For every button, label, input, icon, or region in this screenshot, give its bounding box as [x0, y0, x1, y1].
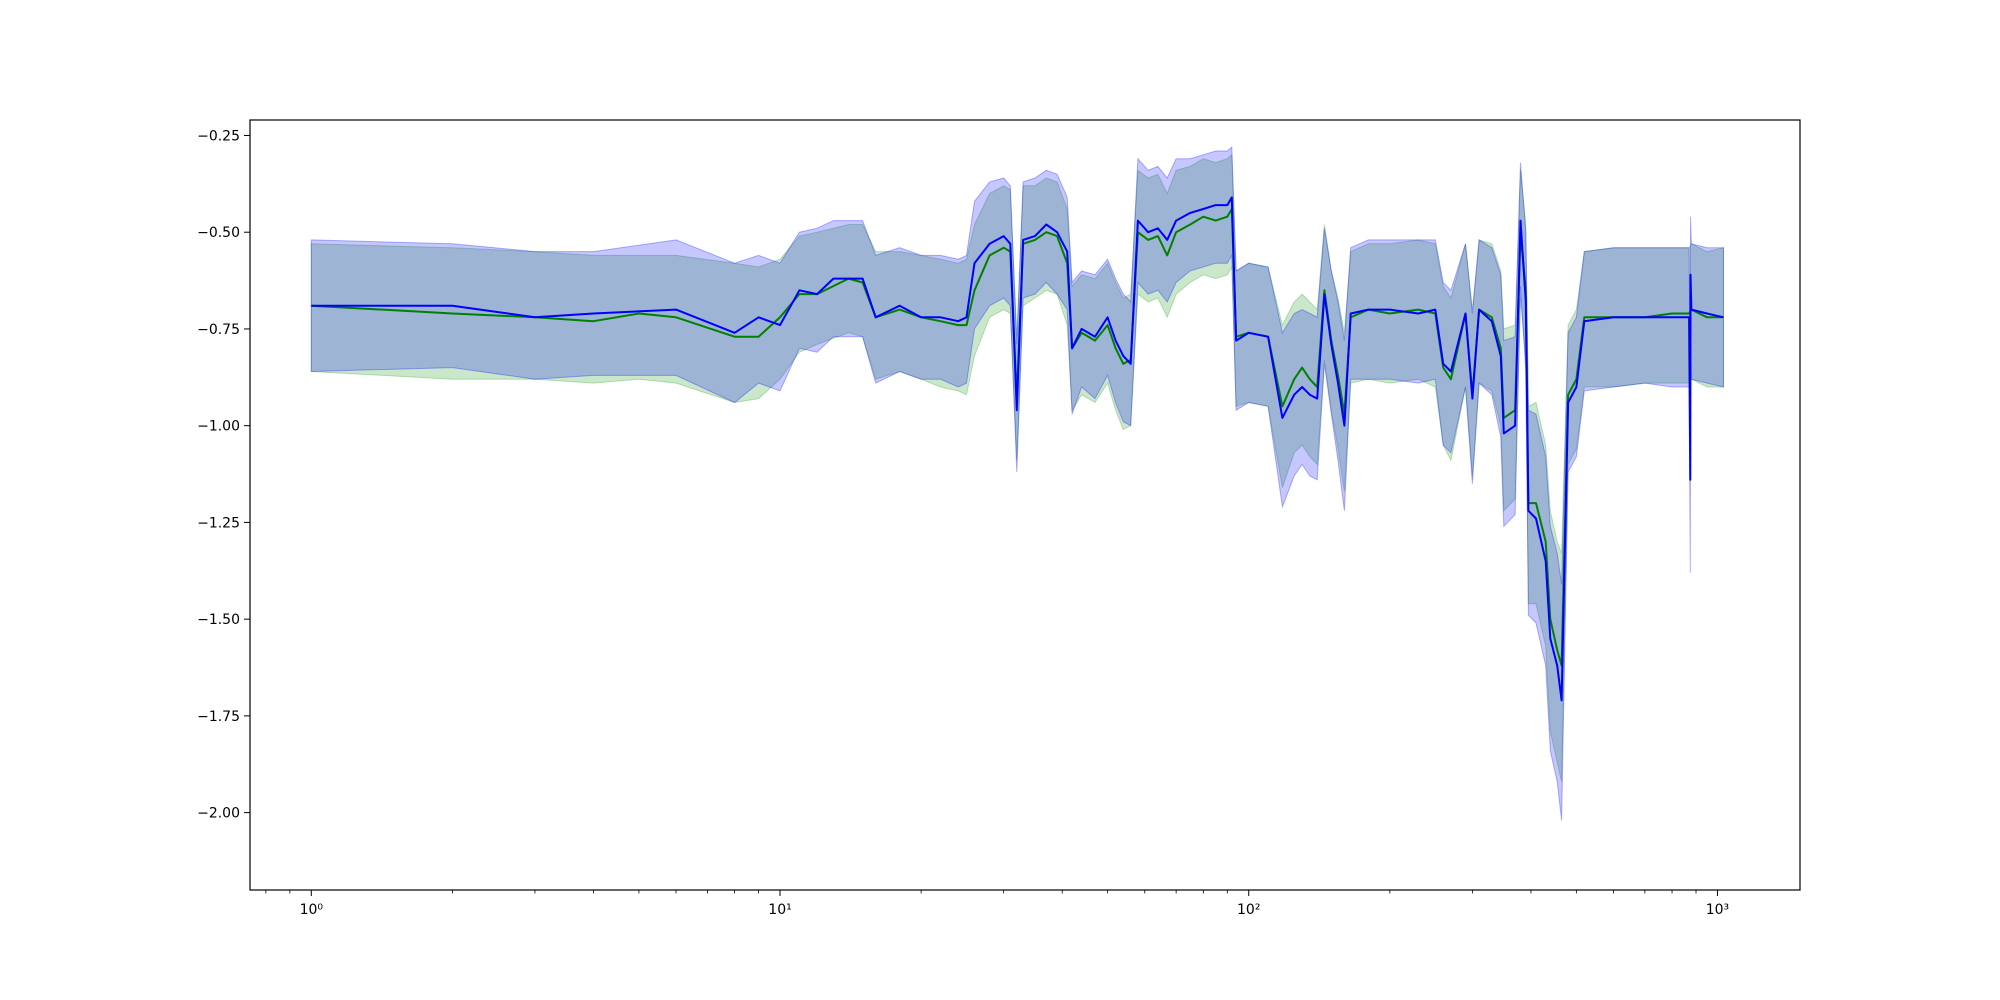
y-tick-label: −1.00: [197, 419, 240, 435]
y-tick-label: −0.50: [197, 225, 240, 241]
y-tick-label: −2.00: [197, 806, 240, 822]
y-tick-label: −0.75: [197, 322, 240, 338]
series-lines: [311, 196, 1724, 702]
series-1-band: [310, 153, 1724, 782]
x-axis: 10⁰ 10¹ 10² 10³: [265, 890, 1729, 918]
x-tick-label: 10⁰: [300, 902, 324, 918]
y-tick-label: −1.75: [197, 709, 240, 725]
y-tick-label: −1.25: [197, 515, 240, 531]
x-tick-label: 10¹: [768, 902, 791, 918]
y-tick-label: −0.25: [197, 128, 240, 144]
series-2-line: [311, 196, 1724, 702]
plot-area-frame: [249, 119, 1801, 891]
y-axis: −0.25 −0.50 −0.75 −1.00 −1.25 −1.50 −1.75 −2.00: [197, 128, 250, 822]
x-tick-label: 10²: [1237, 902, 1260, 918]
x-tick-label: 10³: [1706, 902, 1729, 918]
y-tick-label: −1.50: [197, 612, 240, 628]
